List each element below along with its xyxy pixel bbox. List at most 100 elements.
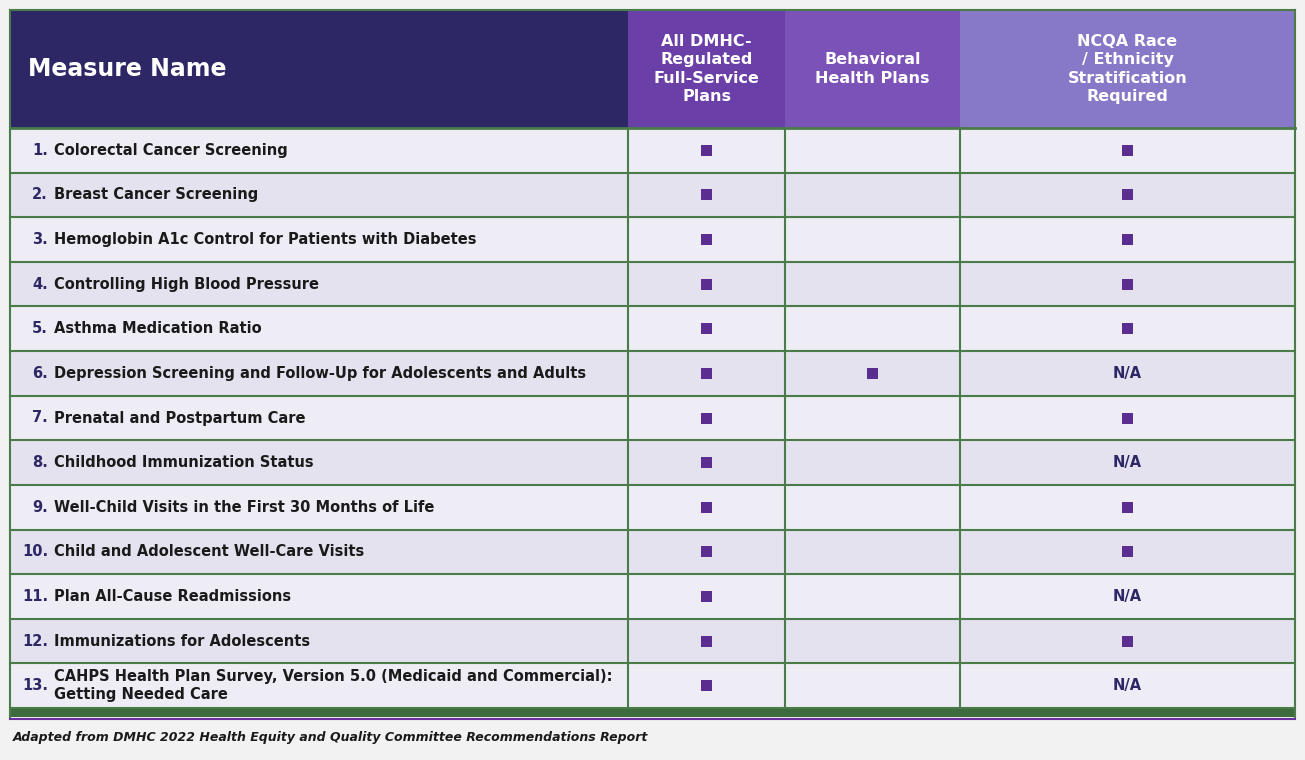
Text: 10.: 10. <box>22 544 48 559</box>
Bar <box>1122 234 1133 245</box>
Text: 8.: 8. <box>33 455 48 470</box>
Bar <box>1122 323 1133 334</box>
Text: N/A: N/A <box>1113 455 1142 470</box>
Bar <box>960 173 1295 217</box>
Text: Colorectal Cancer Screening: Colorectal Cancer Screening <box>54 143 287 158</box>
Text: 6.: 6. <box>33 366 48 381</box>
Bar <box>628 663 786 708</box>
Bar <box>960 396 1295 440</box>
Text: Breast Cancer Screening: Breast Cancer Screening <box>54 188 258 202</box>
Text: All DMHC-
Regulated
Full-Service
Plans: All DMHC- Regulated Full-Service Plans <box>654 33 760 104</box>
Bar <box>1122 413 1133 423</box>
Bar <box>960 619 1295 663</box>
Text: N/A: N/A <box>1113 366 1142 381</box>
Bar <box>786 262 960 306</box>
Text: Depression Screening and Follow-Up for Adolescents and Adults: Depression Screening and Follow-Up for A… <box>54 366 586 381</box>
Bar <box>786 485 960 530</box>
Text: Controlling High Blood Pressure: Controlling High Blood Pressure <box>54 277 318 292</box>
Bar <box>10 440 628 485</box>
Text: 5.: 5. <box>33 321 48 336</box>
Bar <box>786 530 960 574</box>
Bar <box>628 619 786 663</box>
Bar <box>1122 502 1133 513</box>
Text: 2.: 2. <box>33 188 48 202</box>
Bar <box>10 351 628 396</box>
Bar <box>10 574 628 619</box>
Text: Childhood Immunization Status: Childhood Immunization Status <box>54 455 313 470</box>
Bar <box>1122 546 1133 557</box>
Text: N/A: N/A <box>1113 678 1142 693</box>
Bar <box>786 663 960 708</box>
Bar <box>10 217 628 262</box>
Bar <box>628 485 786 530</box>
Bar <box>628 217 786 262</box>
Bar <box>786 128 960 173</box>
Bar <box>701 502 713 513</box>
Bar <box>701 323 713 334</box>
Bar <box>1122 635 1133 647</box>
Text: 13.: 13. <box>22 678 48 693</box>
Text: 9.: 9. <box>33 500 48 515</box>
Bar <box>960 574 1295 619</box>
Bar <box>628 262 786 306</box>
Bar <box>1122 189 1133 201</box>
Bar <box>10 10 628 128</box>
Bar <box>786 351 960 396</box>
Text: 3.: 3. <box>33 232 48 247</box>
Bar <box>10 485 628 530</box>
Bar <box>867 368 878 379</box>
Text: 4.: 4. <box>33 277 48 292</box>
Text: Asthma Medication Ratio: Asthma Medication Ratio <box>54 321 261 336</box>
Bar <box>960 262 1295 306</box>
Text: 1.: 1. <box>33 143 48 158</box>
Bar <box>628 10 786 128</box>
Bar <box>960 128 1295 173</box>
Bar <box>786 306 960 351</box>
Bar <box>960 530 1295 574</box>
Bar <box>1122 279 1133 290</box>
Bar <box>701 368 713 379</box>
Bar <box>628 574 786 619</box>
Bar <box>628 128 786 173</box>
Bar <box>701 413 713 423</box>
Text: Prenatal and Postpartum Care: Prenatal and Postpartum Care <box>54 410 305 426</box>
Text: Child and Adolescent Well-Care Visits: Child and Adolescent Well-Care Visits <box>54 544 364 559</box>
Bar <box>786 440 960 485</box>
Bar <box>628 351 786 396</box>
Bar <box>701 546 713 557</box>
Bar <box>628 530 786 574</box>
Bar <box>10 530 628 574</box>
Bar <box>701 189 713 201</box>
Bar <box>628 306 786 351</box>
Bar <box>960 485 1295 530</box>
Bar <box>1122 145 1133 156</box>
Bar <box>10 262 628 306</box>
Text: NCQA Race
/ Ethnicity
Stratification
Required: NCQA Race / Ethnicity Stratification Req… <box>1067 33 1188 104</box>
Bar <box>701 145 713 156</box>
Bar <box>10 128 628 173</box>
Bar <box>628 173 786 217</box>
Bar <box>960 440 1295 485</box>
Bar <box>701 680 713 691</box>
Bar <box>701 635 713 647</box>
Bar <box>10 619 628 663</box>
Bar <box>701 457 713 468</box>
Bar <box>960 10 1295 128</box>
Text: Adapted from DMHC 2022 Health Equity and Quality Committee Recommendations Repor: Adapted from DMHC 2022 Health Equity and… <box>13 731 649 744</box>
Bar <box>960 663 1295 708</box>
Text: 11.: 11. <box>22 589 48 604</box>
Bar <box>960 351 1295 396</box>
Bar <box>701 591 713 602</box>
Bar <box>786 396 960 440</box>
Bar <box>10 708 1295 717</box>
Text: Well-Child Visits in the First 30 Months of Life: Well-Child Visits in the First 30 Months… <box>54 500 435 515</box>
Bar <box>628 440 786 485</box>
Text: 12.: 12. <box>22 634 48 648</box>
Text: 7.: 7. <box>33 410 48 426</box>
Text: N/A: N/A <box>1113 589 1142 604</box>
Text: Immunizations for Adolescents: Immunizations for Adolescents <box>54 634 311 648</box>
Text: Behavioral
Health Plans: Behavioral Health Plans <box>816 52 929 86</box>
Bar <box>786 10 960 128</box>
Bar <box>786 217 960 262</box>
Text: Plan All-Cause Readmissions: Plan All-Cause Readmissions <box>54 589 291 604</box>
